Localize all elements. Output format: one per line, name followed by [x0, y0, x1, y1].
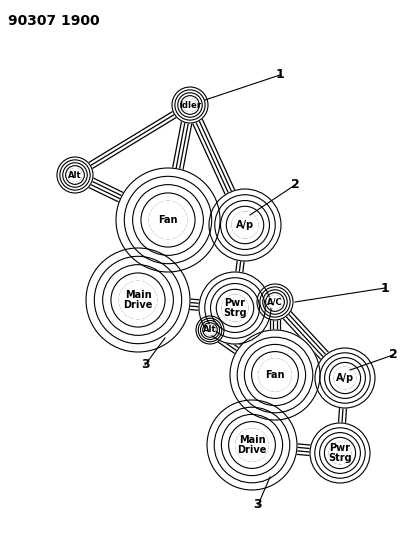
Text: 1: 1	[276, 69, 284, 82]
Circle shape	[259, 359, 291, 391]
Text: 3: 3	[141, 359, 149, 372]
Text: A/p: A/p	[336, 373, 354, 383]
Text: 1: 1	[381, 281, 389, 295]
Circle shape	[149, 201, 187, 239]
Circle shape	[209, 189, 281, 261]
Text: Idler: Idler	[179, 101, 201, 109]
Circle shape	[329, 442, 351, 464]
Text: A/p: A/p	[236, 220, 254, 230]
Circle shape	[172, 87, 208, 123]
Circle shape	[257, 284, 293, 320]
Text: 90307 1900: 90307 1900	[8, 14, 100, 28]
Circle shape	[232, 212, 258, 238]
Circle shape	[315, 348, 375, 408]
Text: A/C: A/C	[267, 297, 283, 306]
Text: Alt: Alt	[68, 171, 82, 180]
Text: Main
Drive: Main Drive	[237, 434, 267, 455]
Circle shape	[116, 168, 220, 272]
Circle shape	[119, 281, 157, 319]
Text: Pwr
Strg: Pwr Strg	[328, 442, 352, 463]
Circle shape	[207, 400, 297, 490]
Circle shape	[205, 325, 215, 335]
Text: 2: 2	[290, 179, 299, 191]
Circle shape	[310, 423, 370, 483]
Circle shape	[57, 157, 93, 193]
Text: Alt: Alt	[203, 326, 217, 335]
Circle shape	[69, 168, 82, 181]
Circle shape	[199, 272, 271, 344]
Circle shape	[236, 429, 268, 461]
Circle shape	[268, 295, 282, 309]
Text: Pwr
Strg: Pwr Strg	[223, 297, 247, 318]
Circle shape	[334, 367, 356, 389]
Circle shape	[230, 330, 320, 420]
Text: Fan: Fan	[265, 370, 285, 380]
Circle shape	[196, 316, 224, 344]
Text: Fan: Fan	[158, 215, 178, 225]
Circle shape	[184, 99, 197, 111]
Text: Main
Drive: Main Drive	[123, 289, 153, 310]
Text: 2: 2	[389, 349, 397, 361]
Circle shape	[222, 295, 248, 321]
Text: 3: 3	[254, 498, 262, 512]
Circle shape	[86, 248, 190, 352]
